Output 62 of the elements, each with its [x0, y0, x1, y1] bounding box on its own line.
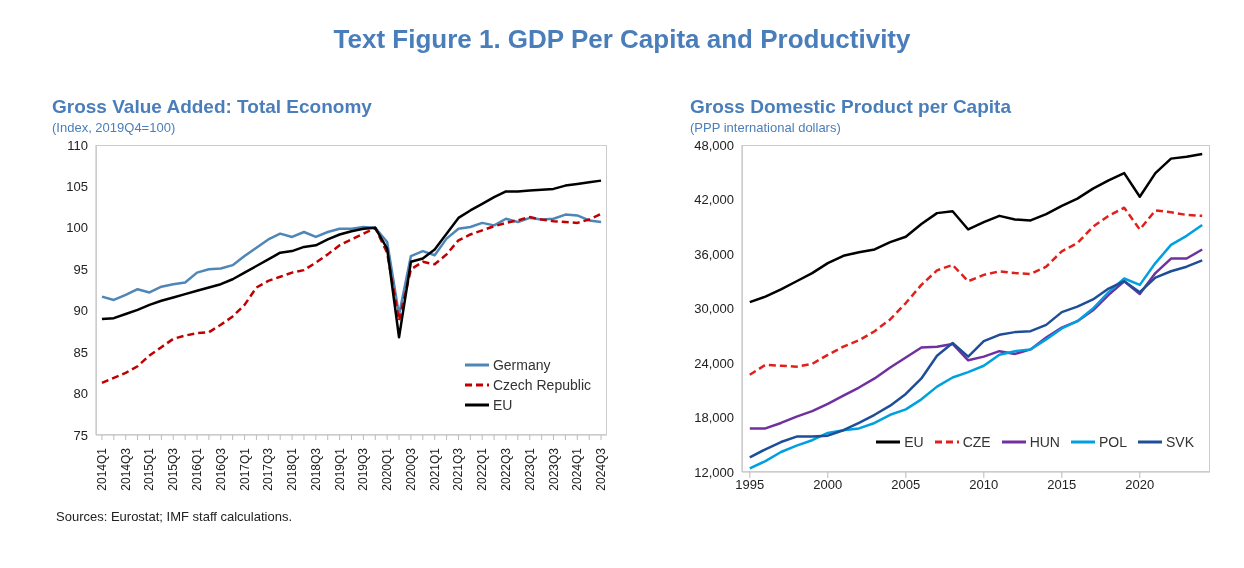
line-series [748, 223, 1204, 470]
x-tick-label: 2020Q1 [380, 447, 395, 491]
y-tick-label: 75 [73, 427, 88, 443]
x-tick-label: 2014Q1 [94, 447, 109, 491]
x-tick-label: 2023Q3 [546, 447, 561, 491]
y-tick-label: 110 [67, 137, 88, 153]
line-series [748, 206, 1204, 377]
x-tick-label: 2021Q3 [451, 447, 466, 491]
y-tick-label: 42,000 [694, 192, 734, 208]
y-tick-label: 48,000 [694, 137, 734, 153]
y-tick-label: 18,000 [694, 410, 734, 426]
y-tick-label: 100 [66, 220, 88, 236]
x-tick-label: 2023Q1 [522, 447, 537, 491]
x-tick-label: 1995 [735, 477, 765, 493]
chart-subtitle: (PPP international dollars) [690, 120, 842, 135]
x-tick-label: 2022Q3 [498, 447, 513, 491]
x-tick-label: 2016Q1 [190, 447, 205, 491]
legend-label: POL [1098, 434, 1127, 450]
x-tick-label: 2024Q1 [570, 447, 585, 491]
y-tick-label: 90 [73, 303, 88, 319]
legend-label: EU [904, 434, 924, 450]
x-tick-label: 2014Q3 [118, 447, 133, 491]
line-series [748, 152, 1204, 304]
legend-label: SVK [1165, 434, 1194, 450]
chart-title: Gross Value Added: Total Economy [52, 96, 373, 118]
x-tick-label: 2015 [1047, 477, 1077, 493]
y-tick-label: 105 [66, 179, 88, 195]
x-tick-label: 2010 [969, 477, 999, 493]
x-tick-label: 2019Q3 [356, 447, 371, 491]
chart-subtitle: (Index, 2019Q4=100) [52, 120, 177, 135]
y-tick-label: 24,000 [694, 355, 734, 371]
x-tick-label: 2020 [1125, 477, 1155, 493]
source-note: Sources: Eurostat; IMF staff calculations. [56, 509, 294, 524]
line-series [748, 259, 1204, 459]
line-series [100, 179, 603, 339]
legend-label: Czech Republic [492, 377, 591, 393]
y-tick-label: 95 [73, 261, 88, 277]
x-tick-label: 2022Q1 [475, 447, 490, 491]
x-tick-label: 2020Q3 [403, 447, 418, 491]
legend-label: HUN [1029, 434, 1060, 450]
chart-title: Gross Domestic Product per Capita [690, 96, 1012, 118]
x-tick-label: 2000 [813, 477, 843, 493]
y-tick-label: 12,000 [694, 464, 734, 480]
x-tick-label: 2017Q1 [237, 447, 252, 491]
x-tick-label: 2018Q1 [285, 447, 300, 491]
y-tick-label: 80 [73, 386, 88, 402]
y-tick-label: 30,000 [694, 301, 734, 317]
legend-label: EU [492, 397, 513, 413]
legend-label: CZE [962, 434, 991, 450]
y-tick-label: 36,000 [694, 246, 734, 262]
x-tick-label: 2019Q1 [332, 447, 347, 491]
x-tick-label: 2018Q3 [308, 447, 323, 491]
legend-label: Germany [492, 357, 551, 373]
x-tick-label: 2015Q1 [142, 447, 157, 491]
x-tick-label: 2016Q3 [213, 447, 228, 491]
text: Text Figure 1. GDP Per Capita and Productivity [332, 24, 912, 55]
x-tick-label: 2024Q3 [594, 447, 609, 491]
x-tick-label: 2021Q1 [427, 447, 442, 491]
x-tick-label: 2015Q3 [166, 447, 181, 491]
y-tick-label: 85 [73, 344, 88, 360]
x-tick-label: 2017Q3 [261, 447, 276, 491]
x-tick-label: 2005 [891, 477, 921, 493]
